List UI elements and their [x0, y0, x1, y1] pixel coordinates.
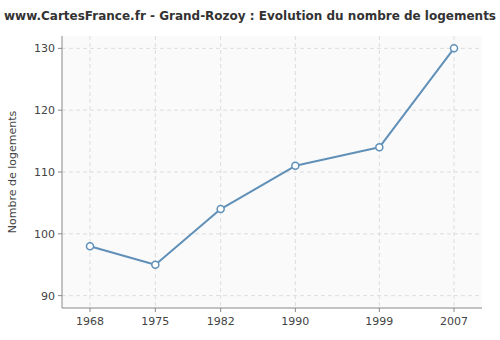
y-tick-label: 100	[34, 228, 55, 241]
x-tick	[379, 308, 380, 312]
x-axis-line	[62, 308, 482, 309]
x-tick	[90, 308, 91, 312]
chart-title: www.CartesFrance.fr - Grand-Rozoy : Evol…	[4, 9, 496, 23]
grid-line-y	[62, 233, 482, 234]
y-tick	[58, 110, 62, 111]
grid-line-x	[90, 36, 91, 308]
y-axis-label: Nombre de logements	[6, 110, 19, 233]
data-point	[292, 162, 299, 169]
x-tick	[454, 308, 455, 312]
x-tick	[295, 308, 296, 312]
y-tick	[58, 48, 62, 49]
grid-line-y	[62, 172, 482, 173]
x-tick-label: 1982	[207, 315, 235, 328]
data-point	[451, 45, 458, 52]
x-tick-label: 1990	[281, 315, 309, 328]
data-group	[87, 45, 458, 268]
y-tick-label: 110	[34, 166, 55, 179]
y-tick-label: 120	[34, 104, 55, 117]
chart-container: 90 100 110 120 130 1968 1975 1982 1990 1999 2007 ww…	[0, 0, 500, 340]
x-tick-label: 2007	[440, 315, 468, 328]
x-tick-label: 1968	[76, 315, 104, 328]
grid-line-y	[62, 48, 482, 49]
grid-line-x	[295, 36, 296, 308]
chart-svg: 90 100 110 120 130 1968 1975 1982 1990 1999 2007 ww…	[0, 0, 500, 340]
x-tick	[220, 308, 221, 312]
x-tick-label: 1999	[365, 315, 393, 328]
y-tick	[58, 172, 62, 173]
grid-line-x	[454, 36, 455, 308]
y-tick-label: 130	[34, 42, 55, 55]
data-line	[90, 48, 454, 264]
y-tick	[58, 233, 62, 234]
grid-line-y	[62, 295, 482, 296]
grid-line-x	[379, 36, 380, 308]
data-point	[152, 261, 159, 268]
grid-line-y	[62, 110, 482, 111]
y-tick	[58, 295, 62, 296]
grid-line-x	[220, 36, 221, 308]
plot-background	[62, 36, 482, 308]
data-point	[217, 206, 224, 213]
y-tick-label: 90	[41, 290, 55, 303]
data-point	[376, 144, 383, 151]
x-tick-label: 1975	[141, 315, 169, 328]
data-point	[87, 243, 94, 250]
x-tick	[155, 308, 156, 312]
